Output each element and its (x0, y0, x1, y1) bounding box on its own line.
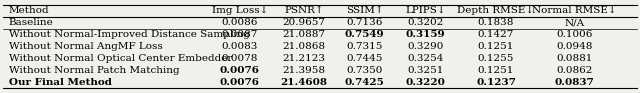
Text: 0.7136: 0.7136 (347, 18, 383, 27)
Text: Our Final Method: Our Final Method (9, 78, 112, 87)
Text: Img Loss↓: Img Loss↓ (212, 6, 268, 15)
Text: Without Normal-Improved Distance Sampling: Without Normal-Improved Distance Samplin… (9, 30, 250, 39)
Text: 0.1427: 0.1427 (478, 30, 514, 39)
Text: 0.0078: 0.0078 (222, 54, 258, 63)
Text: Baseline: Baseline (9, 18, 54, 27)
Text: Without Normal Patch Matching: Without Normal Patch Matching (9, 66, 180, 75)
Text: 0.1838: 0.1838 (478, 18, 514, 27)
Text: 0.1251: 0.1251 (478, 42, 514, 51)
Text: 0.3251: 0.3251 (408, 66, 444, 75)
Text: 0.0083: 0.0083 (222, 42, 258, 51)
Text: 0.0087: 0.0087 (222, 30, 258, 39)
Text: Without Normal AngMF Loss: Without Normal AngMF Loss (9, 42, 163, 51)
Text: N/A: N/A (564, 18, 584, 27)
Text: Normal RMSE↓: Normal RMSE↓ (532, 6, 617, 15)
Text: 0.0948: 0.0948 (556, 42, 593, 51)
Text: 21.4608: 21.4608 (280, 78, 328, 87)
Text: Depth RMSE↓: Depth RMSE↓ (458, 6, 534, 15)
Text: Method: Method (9, 6, 49, 15)
Text: 21.3958: 21.3958 (282, 66, 326, 75)
Text: 0.0862: 0.0862 (556, 66, 593, 75)
Text: 0.3202: 0.3202 (408, 18, 444, 27)
Text: 21.0887: 21.0887 (282, 30, 326, 39)
Text: LPIPS↓: LPIPS↓ (405, 6, 446, 15)
Text: 0.3290: 0.3290 (408, 42, 444, 51)
Text: 21.2123: 21.2123 (282, 54, 326, 63)
Text: 0.1237: 0.1237 (476, 78, 516, 87)
Text: SSIM↑: SSIM↑ (346, 6, 383, 15)
Text: 0.3220: 0.3220 (406, 78, 445, 87)
Text: 0.1251: 0.1251 (478, 66, 514, 75)
Text: 0.7315: 0.7315 (347, 42, 383, 51)
Text: 0.1006: 0.1006 (556, 30, 593, 39)
Text: 0.7425: 0.7425 (345, 78, 385, 87)
Text: 0.0881: 0.0881 (556, 54, 593, 63)
Text: 0.7445: 0.7445 (347, 54, 383, 63)
Text: 0.3254: 0.3254 (408, 54, 444, 63)
Text: 0.7549: 0.7549 (345, 30, 385, 39)
Text: 21.0868: 21.0868 (282, 42, 326, 51)
Text: Without Normal Optical Center Embedder: Without Normal Optical Center Embedder (9, 54, 232, 63)
Text: 0.0076: 0.0076 (220, 78, 260, 87)
Text: 0.7350: 0.7350 (347, 66, 383, 75)
Text: PSNR↑: PSNR↑ (284, 6, 324, 15)
Text: 0.0076: 0.0076 (220, 66, 260, 75)
Text: 0.3159: 0.3159 (406, 30, 445, 39)
Text: 0.1255: 0.1255 (478, 54, 514, 63)
Text: 20.9657: 20.9657 (282, 18, 326, 27)
Text: 0.0837: 0.0837 (554, 78, 595, 87)
Text: 0.0086: 0.0086 (222, 18, 258, 27)
